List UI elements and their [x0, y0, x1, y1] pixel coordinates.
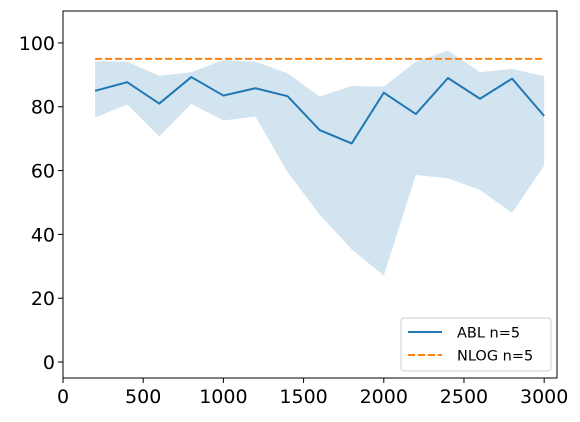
band-abl	[95, 50, 545, 276]
plot-area-frame	[62, 10, 558, 379]
legend-label-abl: ABL n=5	[457, 326, 520, 342]
series-lines	[94, 57, 545, 145]
axes	[62, 10, 558, 379]
x-axis-ticks: 0 500 1000 1500 2000 2500 3000	[57, 378, 568, 408]
x-tick-label: 2500	[440, 386, 488, 408]
y-tick-label: 60	[31, 161, 55, 183]
x-tick-label: 2000	[360, 386, 408, 408]
legend-label-nlog: NLOG n=5	[457, 349, 533, 365]
y-axis-ticks: 0 20 40 60 80 100	[19, 33, 63, 374]
confidence-bands	[95, 50, 545, 276]
legend: ABL n=5 NLOG n=5	[400, 317, 552, 372]
y-tick-label: 80	[31, 97, 55, 119]
y-tick-label: 40	[31, 224, 55, 246]
y-tick-label: 100	[19, 33, 55, 55]
x-tick-label: 1500	[279, 386, 327, 408]
x-tick-label: 3000	[520, 386, 568, 408]
y-tick-label: 20	[31, 288, 55, 310]
series-line-abl	[94, 76, 545, 145]
x-tick-label: 1000	[199, 386, 247, 408]
x-tick-label: 0	[57, 386, 69, 408]
y-tick-label: 0	[43, 352, 55, 374]
x-tick-label: 500	[125, 386, 161, 408]
